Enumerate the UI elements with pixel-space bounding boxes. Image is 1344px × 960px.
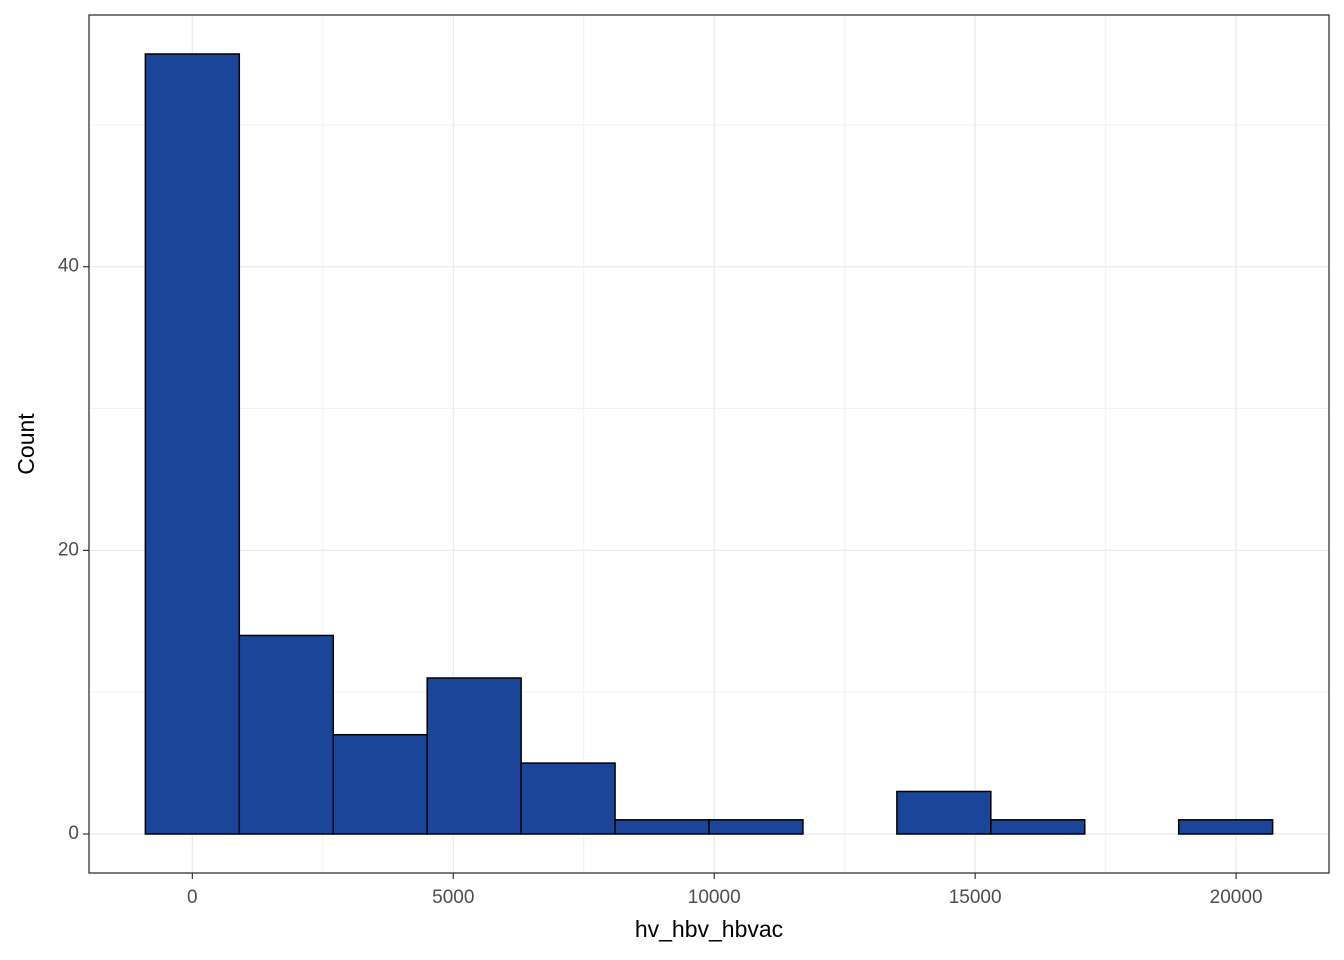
bar	[144, 53, 241, 835]
x-tick-label: 20000	[1210, 887, 1263, 908]
bar	[238, 634, 334, 835]
bar	[708, 819, 804, 835]
x-tick-label: 5000	[432, 887, 474, 908]
y-tick-label: 0	[68, 823, 79, 844]
panel-border	[88, 14, 1330, 874]
y-tick-label: 20	[58, 539, 79, 560]
bar	[426, 677, 522, 835]
y-axis-title: Count	[13, 413, 39, 475]
x-tick-label: 10000	[688, 887, 741, 908]
y-tick-label: 40	[58, 256, 79, 277]
x-tick-label: 0	[187, 887, 198, 908]
x-axis-title: hv_hbv_hbvac	[635, 916, 783, 942]
bar	[896, 790, 992, 835]
bar	[1177, 819, 1274, 835]
bar	[614, 819, 710, 835]
bar	[332, 733, 428, 835]
bar	[990, 819, 1086, 835]
x-tick-label: 15000	[949, 887, 1002, 908]
bar	[520, 762, 616, 835]
